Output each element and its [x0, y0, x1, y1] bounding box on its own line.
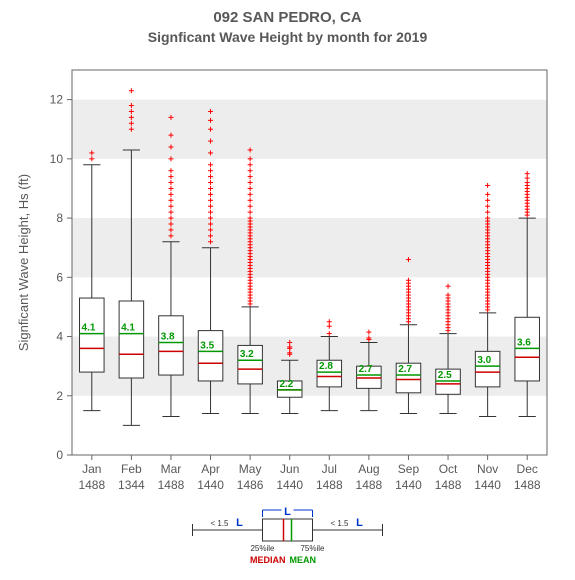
mean-value-label: 3.5: [200, 340, 214, 351]
legend-lt15L-left: < 1.5 L: [210, 517, 243, 529]
x-month-label: Sep: [398, 462, 420, 476]
x-month-label: Jun: [280, 462, 299, 476]
y-tick-label: 2: [56, 389, 63, 403]
box: [159, 316, 184, 375]
legend-L-label: L: [284, 506, 291, 518]
mean-value-label: 3.0: [477, 355, 491, 366]
x-month-label: Mar: [161, 462, 182, 476]
x-count-label: 1488: [158, 478, 185, 492]
legend-lt15L-right: < 1.5 L: [330, 517, 363, 529]
x-month-label: Aug: [358, 462, 379, 476]
x-month-label: Jul: [322, 462, 337, 476]
legend-median-label: MEDIAN: [250, 555, 286, 565]
legend-q1-label: 25%ile: [250, 544, 275, 553]
mean-value-label: 2.2: [279, 379, 293, 390]
mean-value-label: 2.8: [319, 361, 333, 372]
x-count-label: 1488: [435, 478, 462, 492]
y-tick-label: 10: [50, 152, 64, 166]
wave-height-boxplot-chart: 0 2 4 6 8 10 12 Signficant Wave Height, Hs (ft)…: [0, 0, 575, 580]
x-month-label: May: [239, 462, 262, 476]
box: [80, 298, 105, 372]
mean-value-label: 4.1: [82, 323, 96, 334]
x-count-label: 1486: [237, 478, 264, 492]
svg-text:L: L: [236, 517, 243, 529]
box: [119, 301, 144, 378]
legend-mean-label: MEAN: [290, 555, 317, 565]
chart-title-line2: Signficant Wave Height by month for 2019: [148, 29, 428, 45]
grid-band: [72, 218, 547, 277]
legend-q3-label: 75%ile: [300, 544, 325, 553]
x-month-label: Jan: [82, 462, 101, 476]
x-month-label: Nov: [477, 462, 498, 476]
y-tick-label: 12: [50, 93, 64, 107]
grid-band: [72, 100, 547, 159]
mean-value-label: 3.6: [517, 337, 531, 348]
x-month-label: Oct: [439, 462, 458, 476]
x-month-label: Feb: [121, 462, 142, 476]
x-count-label: 1344: [118, 478, 145, 492]
x-count-label: 1440: [197, 478, 224, 492]
y-tick-label: 6: [56, 270, 63, 284]
svg-text:< 1.5: < 1.5: [210, 519, 229, 528]
mean-value-label: 4.1: [121, 323, 135, 334]
y-tick-label: 8: [56, 211, 63, 225]
y-tick-label: 0: [56, 448, 63, 462]
mean-value-label: 3.8: [161, 331, 175, 342]
mean-value-label: 2.7: [398, 364, 412, 375]
x-count-label: 1488: [356, 478, 383, 492]
x-count-label: 1488: [514, 478, 541, 492]
x-count-label: 1440: [474, 478, 501, 492]
x-month-label: Dec: [517, 462, 538, 476]
svg-text:< 1.5: < 1.5: [330, 519, 349, 528]
box: [198, 331, 223, 381]
x-count-label: 1440: [276, 478, 303, 492]
y-tick-label: 4: [56, 330, 63, 344]
chart-title-line1: 092 SAN PEDRO, CA: [213, 9, 362, 26]
x-month-label: Apr: [201, 462, 220, 476]
mean-value-label: 2.7: [359, 364, 373, 375]
mean-value-label: 3.2: [240, 349, 254, 360]
mean-value-label: 2.5: [438, 370, 452, 381]
y-axis-label: Signficant Wave Height, Hs (ft): [16, 174, 31, 351]
x-count-label: 1488: [316, 478, 343, 492]
x-count-label: 1440: [395, 478, 422, 492]
svg-text:L: L: [356, 517, 363, 529]
x-count-label: 1488: [78, 478, 105, 492]
legend-box: [263, 519, 313, 541]
